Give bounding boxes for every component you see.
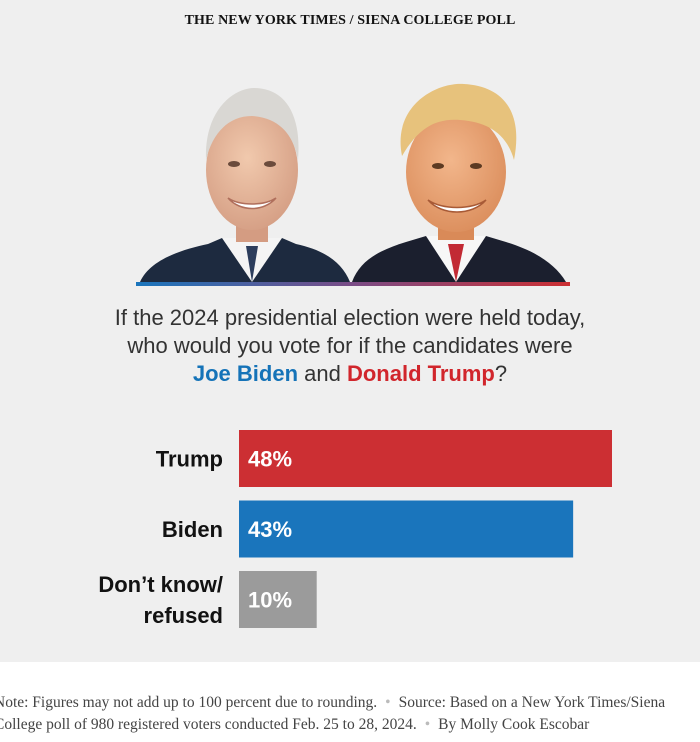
bar-biden <box>239 500 574 558</box>
category-label-line: Biden <box>162 517 223 542</box>
question-mark: ? <box>494 361 508 386</box>
poll-question: If the 2024 presidential election were h… <box>40 304 660 388</box>
footnote: Note: Figures may not add up to 100 perc… <box>0 692 700 736</box>
category-label-line: refused <box>144 603 223 628</box>
poll-bar-chart: 48% Trump 43% Biden 10% Don’t know/refused <box>98 430 612 628</box>
question-line-3: Joe Biden and Donald Trump? <box>40 360 660 388</box>
bar-value-label: 10% <box>248 588 292 613</box>
bar-value-label: 43% <box>248 517 292 542</box>
biden-portrait <box>140 88 350 282</box>
category-label: Don’t know/refused <box>98 572 223 628</box>
candidate-portraits <box>136 83 570 286</box>
poll-header: THE NEW YORK TIMES / SIENA COLLEGE POLL <box>184 13 516 28</box>
category-label-line: Don’t know/ <box>98 572 223 597</box>
bar-trump <box>239 430 612 487</box>
bar-value-label: 48% <box>248 447 292 472</box>
portrait-baseline <box>136 282 570 286</box>
question-biden: Joe Biden <box>192 361 299 386</box>
question-line-2: who would you vote for if the candidates… <box>127 333 573 358</box>
footnote-separator: • <box>385 694 391 711</box>
bar-don-t-know-refused <box>239 571 317 628</box>
question-and: and <box>304 361 341 386</box>
category-label-line: Trump <box>156 447 223 472</box>
question-line-1: If the 2024 presidential election were h… <box>114 305 586 330</box>
trump-portrait <box>352 83 566 282</box>
category-label: Biden <box>162 517 223 542</box>
footnote-note: Note: Figures may not add up to 100 perc… <box>0 694 378 711</box>
footnote-separator: • <box>424 716 431 733</box>
footnote-byline: By Molly Cook Escobar <box>438 716 590 733</box>
poll-card: THE NEW YORK TIMES / SIENA COLLEGE POLL <box>0 0 700 662</box>
category-label: Trump <box>156 447 223 472</box>
footnote-source: Source: Based on a New York Times/Siena … <box>0 694 666 733</box>
question-trump: Donald Trump <box>346 361 495 386</box>
